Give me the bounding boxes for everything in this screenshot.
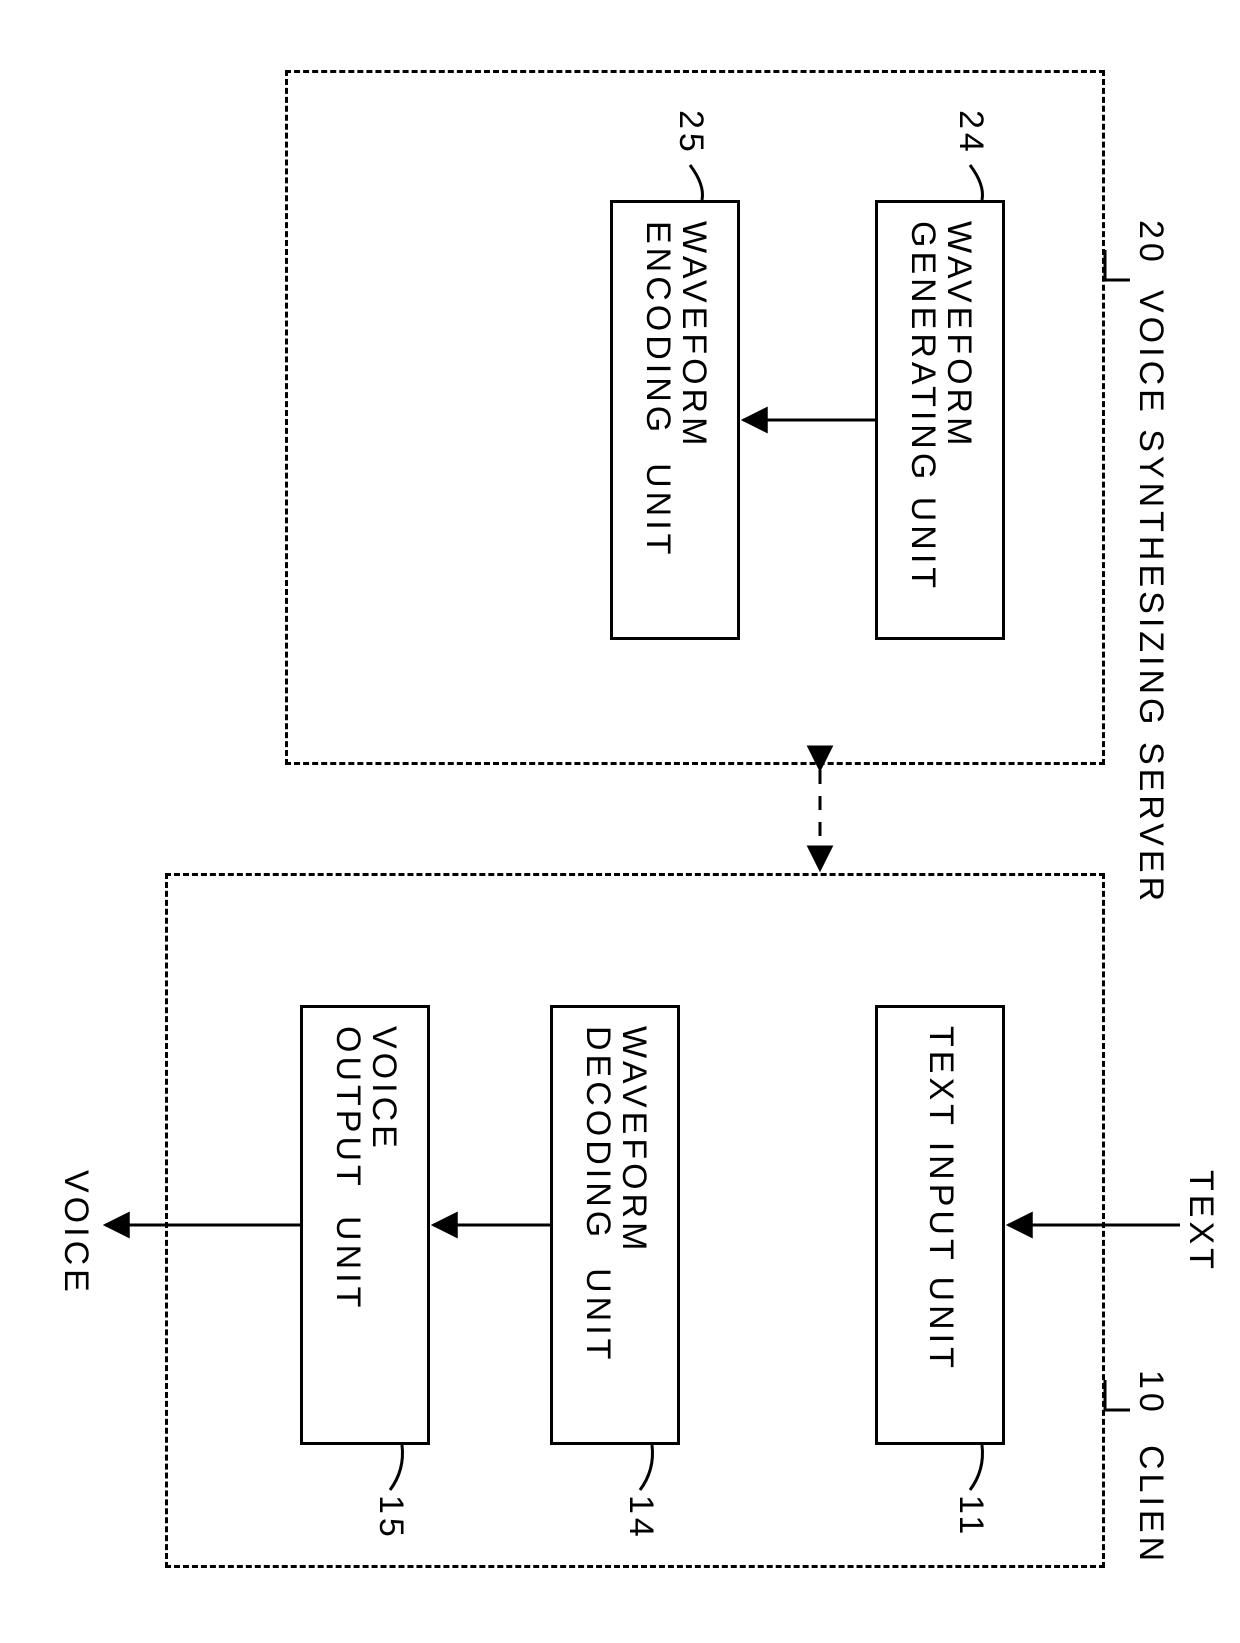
text-input-label: TEXT INPUT UNIT [922,1026,958,1372]
callout-14: 14 [621,1495,660,1541]
voice-output-unit: VOICE OUTPUT UNIT [300,1005,430,1445]
waveform-decoding-unit: WAVEFORM DECODING UNIT [550,1005,680,1445]
callout-24: 24 [951,110,990,156]
waveform-decoding-label: WAVEFORM DECODING UNIT [579,1026,650,1363]
client-title-prefix: 10 [1131,1370,1170,1416]
waveform-encoding-label: WAVEFORM ENCODING UNIT [639,221,710,558]
server-title: VOICE SYNTHESIZING SERVER [1131,290,1170,905]
text-in-label: TEXT [1181,1170,1220,1273]
voice-out-label: VOICE [56,1170,95,1296]
callout-25: 25 [671,110,710,156]
text-input-unit: TEXT INPUT UNIT [875,1005,1005,1445]
voice-output-label: VOICE OUTPUT UNIT [329,1026,400,1311]
client-title: CLIEN [1131,1445,1170,1565]
callout-15: 15 [371,1495,410,1541]
server-title-prefix: 20 [1131,220,1170,266]
waveform-generating-label: WAVEFORM GENERATING UNIT [904,221,975,592]
diagram-stage: 20 VOICE SYNTHESIZING SERVER 10 CLIEN TE… [0,0,1240,1643]
callout-11: 11 [951,1495,990,1538]
waveform-encoding-unit: WAVEFORM ENCODING UNIT [610,200,740,640]
waveform-generating-unit: WAVEFORM GENERATING UNIT [875,200,1005,640]
